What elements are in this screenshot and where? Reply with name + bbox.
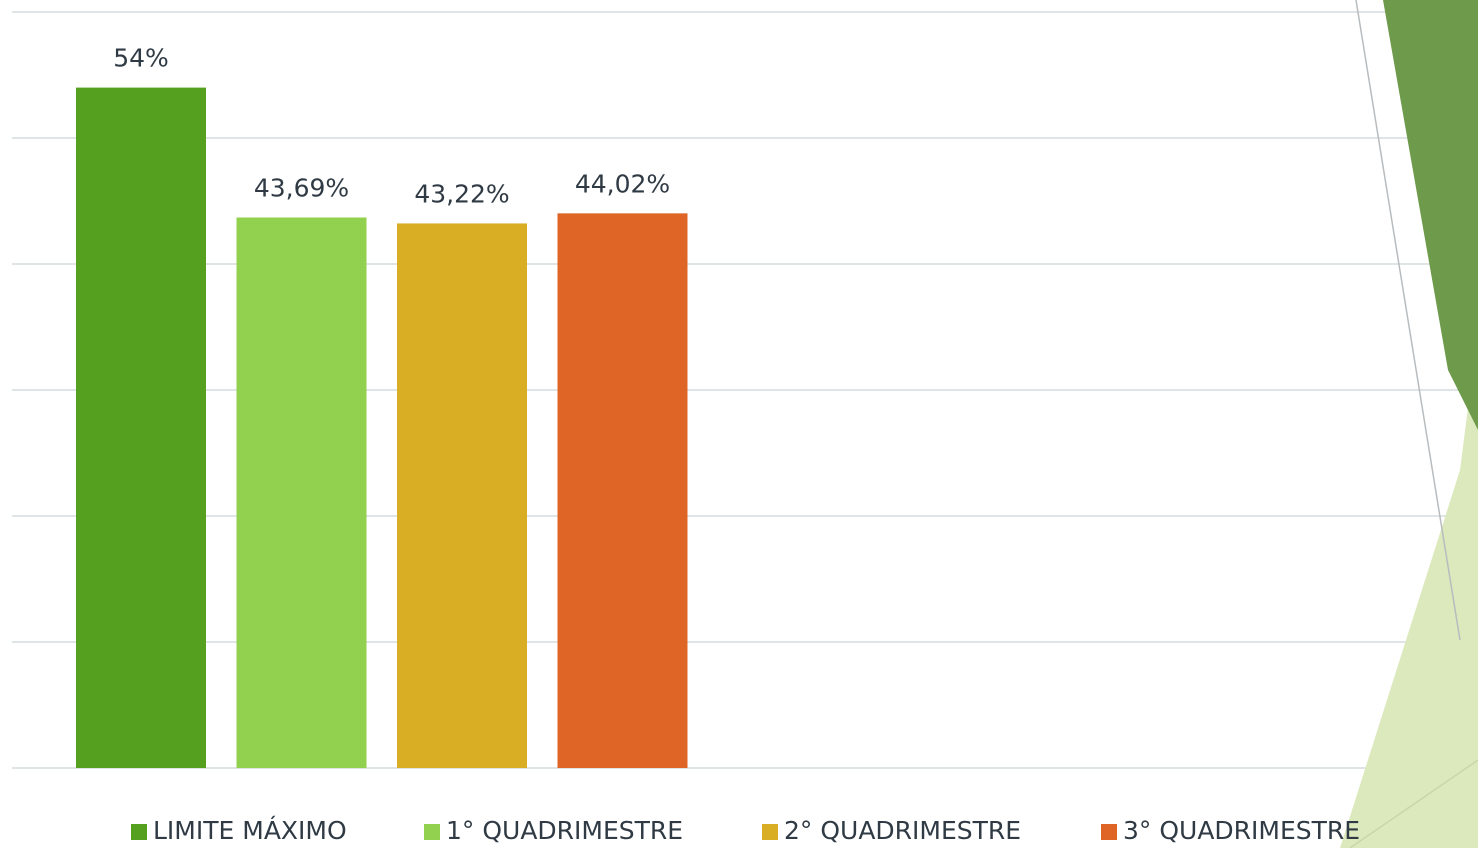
legend-swatch xyxy=(131,824,147,840)
decor-shape xyxy=(1340,330,1478,848)
bar xyxy=(397,223,527,769)
data-label: 44,02% xyxy=(575,169,670,198)
bar xyxy=(236,217,367,769)
legend-swatch xyxy=(1101,824,1117,840)
data-label: 43,69% xyxy=(254,174,349,203)
bar xyxy=(76,87,206,769)
legend-label: 2° QUADRIMESTRE xyxy=(784,816,1021,845)
decor-line xyxy=(1349,759,1478,848)
data-label: 54% xyxy=(113,44,169,73)
slide-decoration xyxy=(1340,0,1478,848)
bar xyxy=(557,213,688,768)
decor-shape xyxy=(1383,0,1478,430)
legend-label: 1° QUADRIMESTRE xyxy=(446,816,683,845)
decor-line xyxy=(1355,0,1461,641)
legend-label: 3° QUADRIMESTRE xyxy=(1123,816,1360,845)
legend-swatch xyxy=(424,824,440,840)
legend-label: LIMITE MÁXIMO xyxy=(153,816,347,845)
legend-swatch xyxy=(762,824,778,840)
data-label: 43,22% xyxy=(414,179,509,208)
